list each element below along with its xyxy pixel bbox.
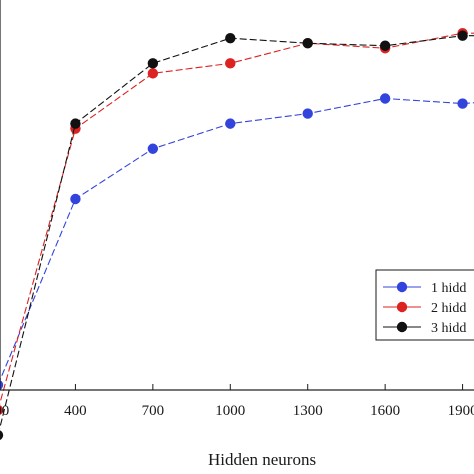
legend-label-2: 2 hidd [431, 301, 466, 316]
x-tick-label: 400 [64, 403, 87, 419]
x-tick-label: 700 [142, 403, 165, 419]
series-2-point-3 [147, 68, 159, 79]
series-1-point-4 [225, 118, 236, 129]
series-3-point-3 [147, 58, 159, 69]
x-axis-ticks: 100 400 700 1000 1300 1600 1900 [0, 384, 474, 419]
x-tick-label: 1600 [370, 403, 400, 419]
series-3-point-1 [0, 430, 4, 440]
series-1-point-2 [70, 193, 81, 205]
legend-box [375, 269, 474, 341]
series-1-point-1 [0, 380, 4, 390]
x-tick-label: 100 [0, 403, 9, 419]
series-layer [0, 27, 474, 440]
legend-marker-1 [396, 281, 408, 293]
series-3-point-4 [225, 33, 236, 44]
x-axis-label: Hidden neurons [208, 450, 316, 469]
legend-label-1: 1 hidd [431, 281, 466, 296]
x-tick-label: 1300 [293, 403, 323, 419]
legend-label-3: 3 hidd [431, 321, 466, 336]
legend-marker-2 [396, 301, 408, 313]
legend: 1 hidd 2 hidd 3 hidd [375, 269, 474, 341]
series-line-2 [0, 32, 474, 405]
series-1-point-6 [379, 93, 391, 104]
x-tick-label: 1000 [215, 403, 245, 419]
series-1-point-7 [457, 98, 468, 109]
series-3-point-6 [379, 40, 391, 51]
series-line-3 [0, 35, 474, 430]
series-1-point-3 [147, 143, 159, 154]
series-line-1 [0, 97, 474, 382]
series-2-point-4 [225, 58, 236, 69]
legend-entries: 1 hidd 2 hidd 3 hidd [383, 281, 466, 336]
legend-marker-3 [396, 321, 408, 333]
x-tick-label: 1900 [448, 403, 474, 419]
series-1-point-5 [302, 108, 313, 119]
series-3-point-2 [70, 118, 81, 129]
series-3-point-7 [457, 30, 468, 41]
series-3-point-5 [302, 38, 313, 49]
plot-frame [0, 0, 474, 391]
series-2-point-1 [0, 405, 4, 415]
